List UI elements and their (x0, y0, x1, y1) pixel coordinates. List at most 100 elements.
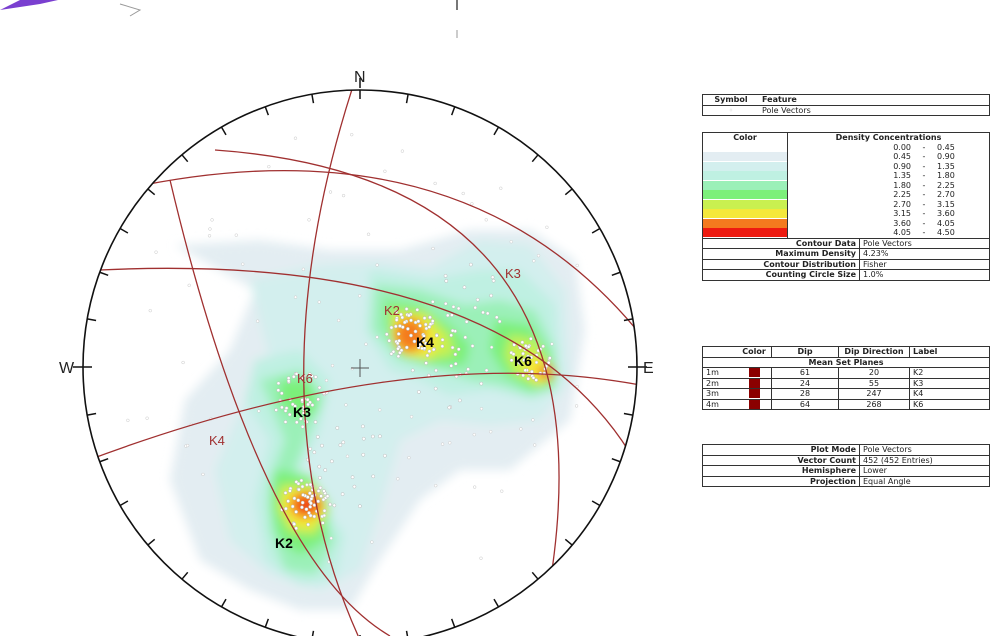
pole-point (413, 329, 418, 334)
pole-point (522, 358, 526, 362)
plot-mode-label: Plot Mode (810, 445, 856, 454)
pole-point (296, 498, 301, 503)
pole-point (447, 405, 452, 410)
pole-point (303, 515, 307, 520)
pole-point (293, 295, 298, 299)
pole-point (315, 435, 320, 439)
pole-point (283, 420, 288, 424)
density-from: 4.05 (787, 228, 914, 238)
density-sep: - (922, 218, 926, 228)
density-sep: - (922, 171, 926, 180)
pole-point (430, 299, 435, 304)
pole-point (280, 405, 284, 410)
pole-point (521, 351, 525, 356)
pole-point (352, 484, 357, 489)
pole-point (308, 491, 312, 496)
pole-point (405, 345, 409, 350)
projection-label: Projection (810, 476, 856, 486)
pole-point (340, 492, 345, 496)
pole-point (364, 342, 368, 346)
pole-point (337, 318, 341, 323)
symbol-header: Symbol (714, 95, 748, 104)
set-plane-row: 1m 61 20 K2 (703, 367, 989, 378)
pole-point (345, 454, 350, 458)
azimuth-tick (493, 126, 500, 136)
cluster-label-k4: K4 (416, 334, 434, 350)
pole-point (523, 368, 528, 373)
great-circle-k3 (119, 170, 637, 361)
pole-point (297, 487, 301, 492)
density-from: 1.35 (787, 171, 914, 181)
pole-point (378, 434, 382, 439)
density-swatch (703, 190, 787, 200)
density-from: 2.25 (787, 190, 914, 200)
pole-point (424, 361, 428, 365)
pole-point (284, 406, 289, 410)
pole-point (366, 232, 371, 236)
counting-value: 1.0% (859, 269, 989, 280)
pole-point (370, 540, 374, 544)
azimuth-tick (623, 412, 633, 416)
pole-point (526, 376, 531, 381)
max-density-value: 4.23% (859, 248, 989, 259)
pole-point (418, 342, 423, 347)
great-circles (83, 90, 637, 636)
pole-point (371, 434, 375, 439)
pole-point (292, 496, 297, 501)
pole-point (300, 424, 305, 429)
density-to: 3.15 (937, 199, 955, 209)
pole-point (332, 503, 337, 508)
pole-point (310, 403, 315, 407)
azimuth-tick (99, 457, 109, 463)
color-header: Color (733, 133, 757, 142)
stereonet-plot: N E W K3 K2 K6 K4 K4 K6 K3 K2 (0, 0, 654, 636)
density-from: 0.45 (787, 152, 914, 162)
pole-point (431, 246, 435, 251)
pole-point (400, 315, 405, 320)
pole-point (276, 388, 281, 393)
pole-point (430, 319, 435, 323)
set-label: K2 (909, 367, 989, 378)
pole-point (312, 514, 317, 519)
pole-point (350, 475, 355, 480)
pole-point (181, 360, 185, 365)
density-to: 1.35 (937, 161, 955, 171)
pole-point (526, 344, 531, 349)
azimuth-tick (531, 571, 539, 580)
pole-point (520, 340, 525, 345)
contour-data-value: Pole Vectors (859, 238, 989, 249)
cluster-label-k2: K2 (275, 535, 293, 551)
pole-point (475, 297, 480, 302)
density-bin-row: 0.90- 1.35 (703, 161, 989, 171)
pole-point (324, 378, 329, 383)
circle-label-k3: K3 (505, 266, 521, 281)
pole-point (148, 308, 152, 313)
pole-point (534, 360, 539, 365)
pole-point (290, 504, 295, 509)
pole-point (462, 285, 467, 290)
pole-symbol-icon: ◦ (728, 105, 734, 115)
pole-point (316, 499, 321, 504)
pole-point (458, 398, 462, 403)
pole-point (494, 315, 499, 320)
pole-point (425, 353, 430, 358)
pole-point (307, 372, 312, 377)
density-sep: - (922, 161, 926, 171)
pole-point (469, 262, 473, 267)
pole-point (322, 489, 326, 493)
pole-point (310, 494, 314, 499)
azimuth-tick (147, 188, 156, 196)
mean-set-title: Mean Set Planes (808, 357, 884, 367)
pole-point (472, 433, 476, 437)
density-header: Density Concentrations (787, 133, 989, 143)
pole-point (306, 402, 310, 407)
pole-point (451, 305, 456, 309)
pole-point (317, 385, 322, 390)
contour-dist-value: Fisher (859, 259, 989, 270)
pole-point (328, 190, 333, 194)
pole-point (530, 369, 534, 374)
pole-point (485, 311, 490, 316)
density-bin-row: 0.00- 0.45 (703, 142, 989, 152)
pole-point (319, 494, 323, 498)
sets-dipdir-header: Dip Direction (838, 347, 910, 357)
